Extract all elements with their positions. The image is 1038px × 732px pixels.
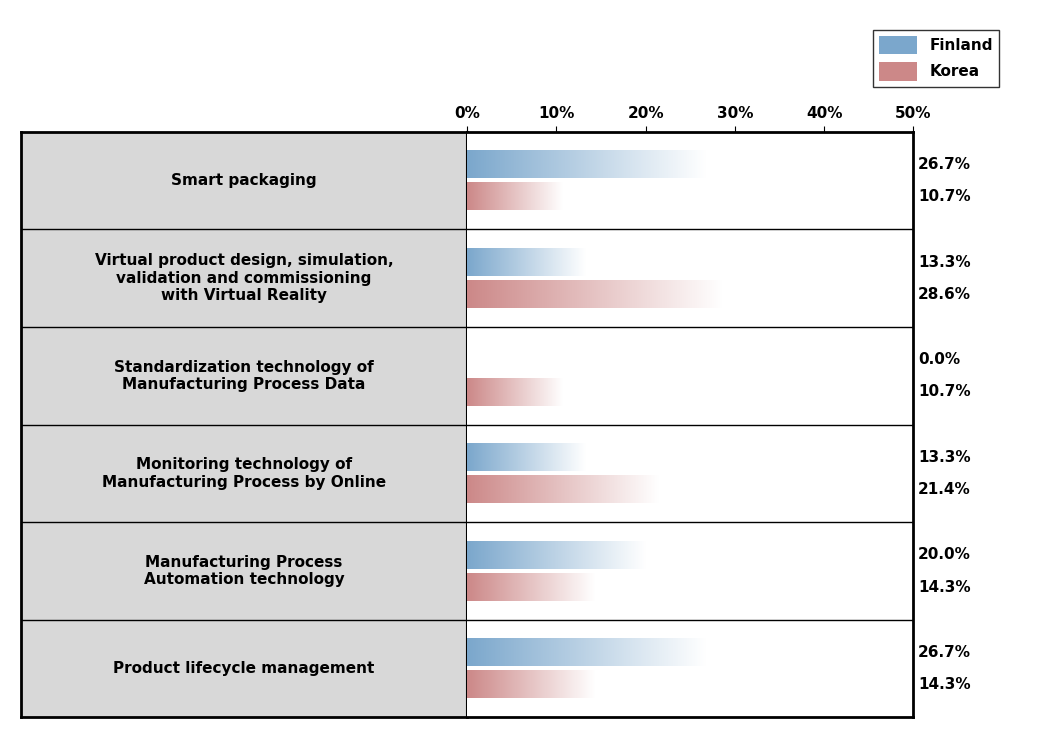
Text: 13.3%: 13.3%: [918, 255, 971, 269]
Text: 10.7%: 10.7%: [918, 384, 971, 400]
Legend: Finland, Korea: Finland, Korea: [873, 29, 1000, 86]
Text: 28.6%: 28.6%: [918, 287, 971, 302]
Text: 14.3%: 14.3%: [918, 580, 971, 594]
Text: Product lifecycle management: Product lifecycle management: [113, 661, 375, 676]
Text: Smart packaging: Smart packaging: [171, 173, 317, 188]
Text: 14.3%: 14.3%: [918, 677, 971, 692]
Text: Monitoring technology of
Manufacturing Process by Online: Monitoring technology of Manufacturing P…: [102, 458, 386, 490]
Text: 0.0%: 0.0%: [918, 352, 960, 367]
Text: 10.7%: 10.7%: [918, 189, 971, 204]
Text: Manufacturing Process
Automation technology: Manufacturing Process Automation technol…: [143, 555, 345, 587]
Text: 26.7%: 26.7%: [918, 157, 971, 172]
Text: 21.4%: 21.4%: [918, 482, 971, 497]
Text: Standardization technology of
Manufacturing Process Data: Standardization technology of Manufactur…: [114, 359, 374, 392]
Text: Virtual product design, simulation,
validation and commissioning
with Virtual Re: Virtual product design, simulation, vali…: [94, 253, 393, 303]
Text: 13.3%: 13.3%: [918, 449, 971, 465]
Text: 26.7%: 26.7%: [918, 645, 971, 660]
Text: 20.0%: 20.0%: [918, 548, 971, 562]
